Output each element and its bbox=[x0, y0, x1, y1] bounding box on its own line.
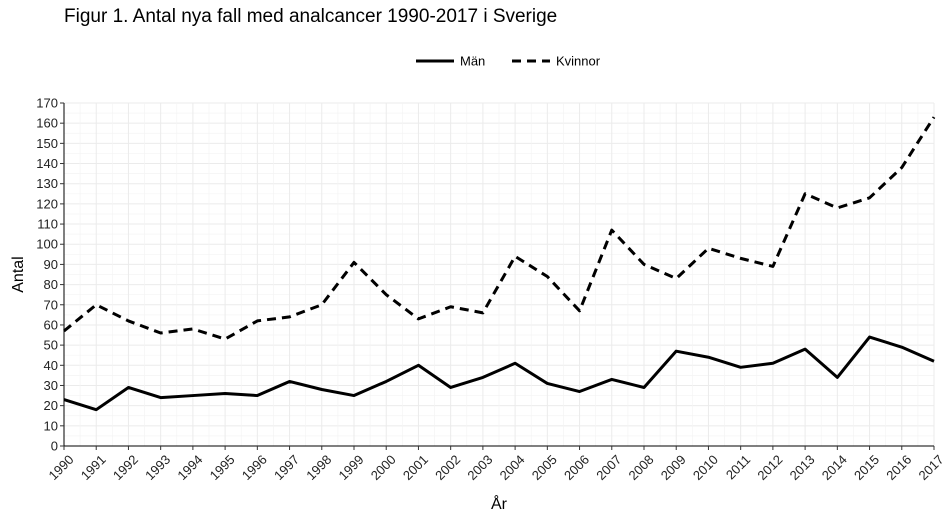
x-tick-label: 2015 bbox=[851, 452, 882, 483]
y-tick-label: 70 bbox=[44, 297, 58, 312]
y-tick-label: 150 bbox=[36, 136, 58, 151]
x-tick-labels: 1990 1991 1992 1993 1994 1995 1996 1997 1998 1999… bbox=[45, 446, 943, 483]
y-tick-label: 40 bbox=[44, 358, 58, 373]
y-tick-label: 170 bbox=[36, 96, 58, 111]
x-tick-label: 2009 bbox=[658, 452, 689, 483]
y-tick-label: 110 bbox=[37, 217, 58, 232]
x-tick-label: 1998 bbox=[303, 452, 334, 483]
y-tick-label: 140 bbox=[36, 156, 58, 171]
chart-title: Figur 1. Antal nya fall med analcancer 1… bbox=[64, 6, 558, 27]
y-tick-label: 50 bbox=[44, 338, 58, 353]
x-tick-label: 1991 bbox=[78, 452, 109, 483]
x-tick-label: 2002 bbox=[432, 452, 463, 483]
x-tick-label: 1997 bbox=[271, 452, 302, 483]
x-tick-label: 2016 bbox=[883, 452, 914, 483]
x-tick-label: 2008 bbox=[625, 452, 656, 483]
y-tick-label: 160 bbox=[36, 116, 58, 131]
x-tick-label: 1993 bbox=[142, 452, 173, 483]
series-lines bbox=[63, 116, 936, 412]
x-tick-label: 2011 bbox=[723, 452, 753, 482]
x-tick-label: 2005 bbox=[529, 452, 560, 483]
y-tick-label: 0 bbox=[51, 439, 58, 454]
legend-label: Kvinnor bbox=[556, 54, 601, 69]
y-tick-labels: 0 10 20 30 40 50 60 70 80 90 100 110 120 130 140 150 160… bbox=[36, 96, 64, 454]
x-tick-label: 1994 bbox=[174, 452, 205, 483]
axes bbox=[63, 103, 934, 447]
legend: Män Kvinnor bbox=[416, 54, 601, 69]
x-axis-label: År bbox=[491, 494, 508, 513]
x-tick-label: 2017 bbox=[915, 452, 943, 483]
x-tick-label: 1990 bbox=[45, 452, 76, 483]
y-axis-label: Antal bbox=[10, 256, 27, 292]
x-tick-label: 1999 bbox=[335, 452, 366, 483]
y-tick-label: 90 bbox=[44, 257, 58, 272]
y-tick-label: 10 bbox=[44, 418, 58, 433]
x-tick-label: 2004 bbox=[497, 452, 528, 483]
x-tick-label: 2007 bbox=[593, 452, 624, 483]
x-tick-label: 2003 bbox=[464, 452, 495, 483]
x-tick-label: 1995 bbox=[207, 452, 238, 483]
y-tick-label: 120 bbox=[36, 196, 58, 211]
x-tick-label: 2000 bbox=[368, 452, 399, 483]
x-tick-label: 2006 bbox=[561, 452, 592, 483]
series-line-män bbox=[63, 335, 935, 412]
x-tick-label: 2012 bbox=[754, 452, 785, 483]
y-tick-label: 100 bbox=[36, 237, 58, 252]
x-tick-label: 2013 bbox=[787, 452, 818, 483]
x-tick-label: 2010 bbox=[690, 452, 721, 483]
y-tick-label: 30 bbox=[44, 378, 58, 393]
x-tick-label: 2014 bbox=[819, 452, 850, 483]
y-tick-label: 60 bbox=[44, 317, 58, 332]
grid-lines bbox=[63, 102, 935, 447]
x-tick-label: 1992 bbox=[110, 452, 141, 483]
y-tick-label: 80 bbox=[44, 277, 58, 292]
legend-label: Män bbox=[460, 54, 485, 69]
y-tick-label: 130 bbox=[36, 176, 58, 191]
y-tick-label: 20 bbox=[44, 398, 58, 413]
x-tick-label: 1996 bbox=[239, 452, 270, 483]
x-tick-label: 2001 bbox=[400, 452, 431, 483]
